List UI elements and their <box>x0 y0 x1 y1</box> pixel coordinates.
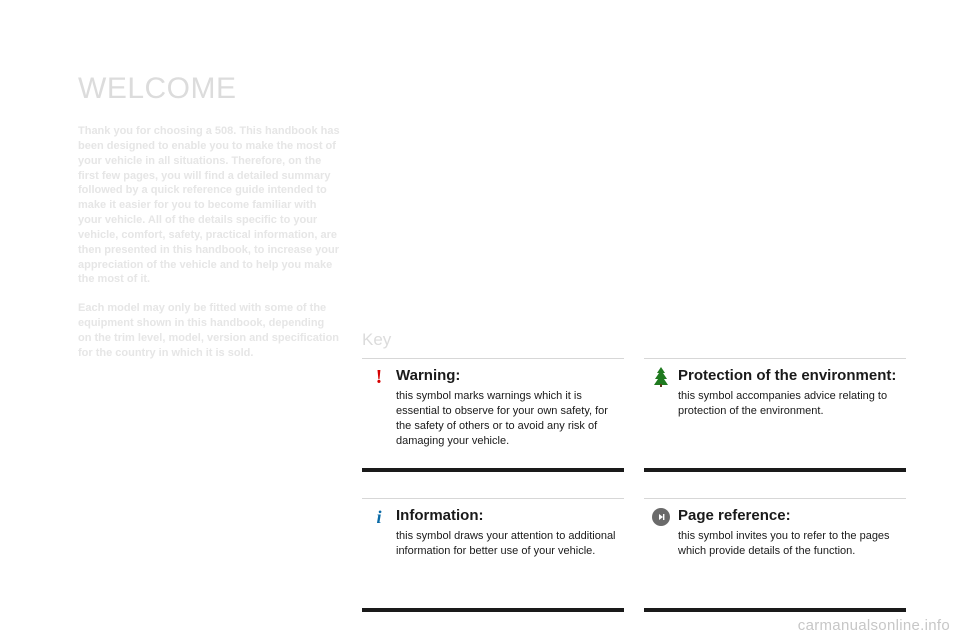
environment-heading: Protection of the environment: <box>678 367 898 384</box>
page-reference-icon <box>651 507 671 527</box>
environment-text: this symbol accompanies advice relating … <box>678 389 898 419</box>
information-heading: Information: <box>396 507 616 524</box>
watermark: carmanualsonline.info <box>798 617 950 634</box>
key-box-information: i Information: this symbol draws your at… <box>362 498 624 612</box>
warning-text: this symbol marks warnings which it is e… <box>396 389 616 448</box>
page-reference-heading: Page reference: <box>678 507 898 524</box>
intro-column: Thank you for choosing a 508. This handb… <box>78 124 340 361</box>
warning-icon: ! <box>369 367 389 387</box>
key-heading: Key <box>362 330 391 350</box>
page: WELCOME Thank you for choosing a 508. Th… <box>0 0 960 640</box>
key-box-warning: ! Warning: this symbol marks warnings wh… <box>362 358 624 472</box>
information-text: this symbol draws your attention to addi… <box>396 529 616 559</box>
warning-heading: Warning: <box>396 367 616 384</box>
tree-icon <box>651 367 671 387</box>
intro-paragraph-1: Thank you for choosing a 508. This handb… <box>78 124 340 287</box>
page-reference-text: this symbol invites you to refer to the … <box>678 529 898 559</box>
key-box-environment: Protection of the environment: this symb… <box>644 358 906 472</box>
page-title: WELCOME <box>78 72 237 106</box>
intro-paragraph-2: Each model may only be fitted with some … <box>78 301 340 360</box>
info-icon: i <box>369 507 389 527</box>
key-box-page-reference: Page reference: this symbol invites you … <box>644 498 906 612</box>
